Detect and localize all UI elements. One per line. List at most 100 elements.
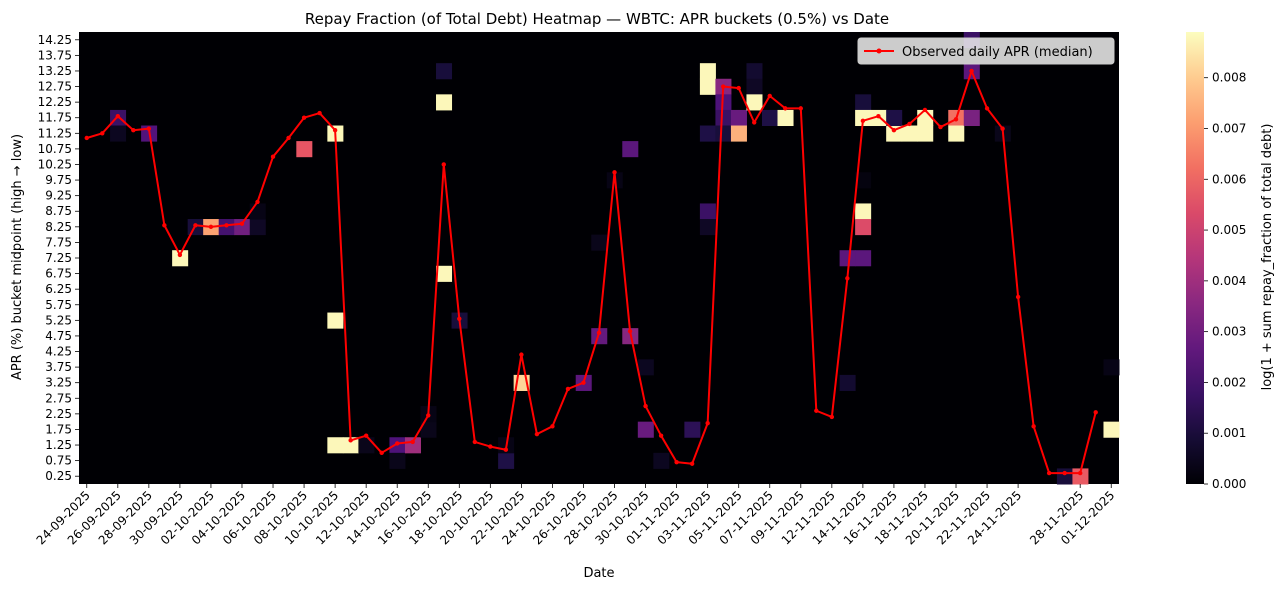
apr-median-point (131, 127, 136, 133)
y-tick-label: 4.25 (45, 345, 72, 359)
heatmap-cell (498, 452, 515, 469)
colorbar-tick-label: 0.000 (1212, 477, 1246, 491)
apr-median-point (550, 424, 555, 429)
apr-median-point (348, 438, 353, 443)
heatmap-cell (715, 125, 732, 142)
heatmap-cell (761, 109, 779, 127)
y-axis-label: APR (%) bucket midpoint (high → low) (10, 134, 25, 380)
y-tick-label: 0.25 (45, 469, 72, 483)
heatmap-cell (591, 234, 608, 251)
heatmap-cell (591, 328, 608, 345)
apr-median-point (596, 330, 602, 336)
heatmap-cell (839, 250, 856, 267)
heatmap-cell (389, 452, 406, 469)
heatmap-cell (917, 125, 934, 142)
heatmap-cell (855, 250, 872, 267)
apr-median-point (534, 431, 540, 437)
y-tick-label: 6.25 (45, 282, 72, 296)
apr-median-point (876, 113, 881, 119)
colorbar-tick-label: 0.003 (1212, 325, 1246, 339)
heatmap-cell (327, 437, 344, 454)
apr-median-point (317, 110, 322, 116)
apr-median-point (363, 433, 369, 438)
apr-median-point (270, 154, 276, 159)
y-tick-label: 3.25 (45, 376, 72, 390)
heatmap-cell (746, 78, 763, 95)
apr-median-point (845, 276, 850, 281)
apr-median-point (503, 447, 509, 452)
apr-median-point (162, 223, 167, 228)
apr-median-point (969, 68, 974, 74)
apr-median-point (814, 408, 819, 413)
heatmap-cell (342, 437, 359, 454)
heatmap-cell (855, 172, 872, 189)
apr-median-point (581, 380, 586, 385)
y-tick-label: 10.25 (38, 157, 72, 171)
y-tick-label: 12.75 (38, 80, 72, 94)
apr-median-point (332, 127, 338, 133)
y-tick-label: 5.25 (45, 313, 72, 327)
heatmap-cell (249, 203, 266, 220)
y-tick-label: 13.25 (38, 64, 72, 78)
legend-marker (876, 48, 882, 54)
apr-median-point (798, 106, 803, 111)
heatmap-cell (963, 109, 980, 127)
colorbar-tick-label: 0.005 (1212, 223, 1246, 237)
apr-median-point (457, 316, 462, 321)
y-tick-label: 9.75 (45, 173, 72, 187)
legend-label: Observed daily APR (median) (902, 45, 1093, 60)
y-tick-label: 2.75 (45, 391, 72, 405)
y-tick-label: 2.25 (45, 407, 72, 421)
y-tick-label: 7.25 (45, 251, 72, 265)
heatmap-cell (436, 94, 453, 111)
heatmap-cell (699, 78, 716, 95)
heatmap-cell (637, 359, 654, 376)
heatmap-cell (839, 374, 856, 391)
apr-median-point (643, 403, 648, 409)
apr-median-point (674, 459, 679, 465)
colorbar (1186, 32, 1204, 484)
apr-median-point (301, 115, 307, 120)
x-axis-label: Date (583, 566, 614, 581)
heatmap-background (79, 32, 1119, 484)
colorbar-tick-label: 0.002 (1212, 375, 1246, 389)
apr-median-line (86, 69, 1097, 475)
heatmap-cell (855, 94, 872, 111)
apr-median-point (426, 413, 431, 418)
heatmap-cell (730, 125, 747, 142)
apr-median-point (177, 252, 183, 258)
heatmap-cell (699, 203, 716, 220)
apr-median-point (255, 199, 260, 205)
heatmap-cell (1103, 421, 1120, 438)
apr-median-point (1062, 470, 1067, 476)
colorbar-tick-label: 0.006 (1212, 172, 1246, 186)
heatmap-cell (420, 421, 437, 438)
colorbar-tick-label: 0.007 (1212, 121, 1246, 135)
apr-median-point (922, 107, 928, 113)
heatmap-cell (249, 219, 266, 236)
y-tick-label: 13.75 (38, 48, 72, 62)
apr-median-point (472, 439, 478, 445)
heatmap-cell (1103, 359, 1120, 376)
apr-median-point (627, 329, 633, 334)
heatmap-cell (404, 437, 421, 454)
y-tick-label: 5.75 (45, 298, 72, 312)
heatmap-cell (637, 421, 654, 438)
apr-median-point (1000, 126, 1005, 131)
apr-median-point (689, 461, 695, 466)
heatmap-cell (1056, 468, 1073, 485)
y-tick-label: 14.25 (38, 33, 72, 47)
heatmap-cell (110, 125, 127, 142)
heatmap-cell (886, 109, 903, 127)
heatmap-cell (327, 312, 344, 329)
heatmap-cell (234, 219, 251, 236)
y-tick-label: 8.75 (45, 204, 72, 218)
y-tick-label: 10.75 (38, 142, 72, 156)
apr-median-point (379, 450, 384, 456)
heatmap-cell (901, 125, 918, 142)
chart-title: Repay Fraction (of Total Debt) Heatmap —… (305, 10, 889, 28)
heatmap-cell (746, 94, 763, 111)
apr-median-point (100, 131, 105, 136)
y-tick-label: 11.25 (38, 126, 72, 140)
